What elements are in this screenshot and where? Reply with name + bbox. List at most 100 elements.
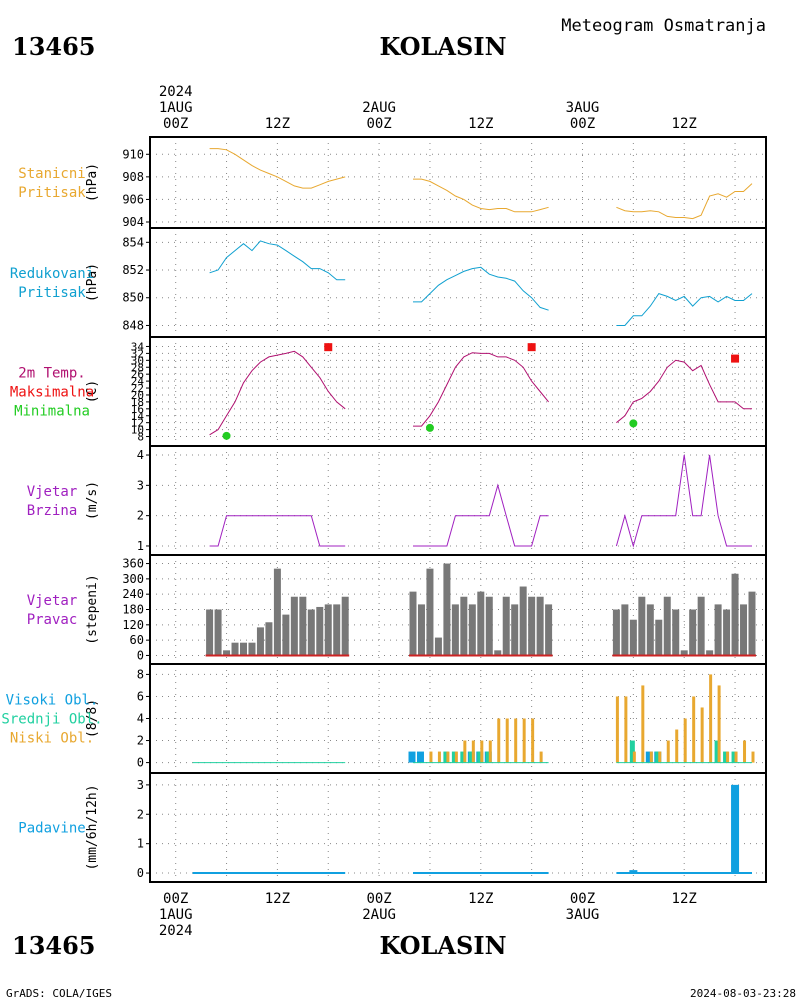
unit-label: (mm/6h/12h) bbox=[85, 784, 100, 870]
direction-bar bbox=[731, 573, 739, 656]
y-tick-label: 4 bbox=[137, 448, 144, 462]
series-line bbox=[209, 148, 346, 189]
direction-bar bbox=[511, 604, 519, 656]
cloud-bar bbox=[717, 685, 721, 763]
panel-padavine: 0 1 2 3 (mm/6h/12h)Padavine bbox=[18, 772, 767, 883]
unit-label: (8/8) bbox=[85, 699, 100, 738]
direction-bar bbox=[443, 563, 451, 656]
cloud-bar bbox=[666, 740, 670, 763]
panel-label: Stanicni bbox=[18, 166, 85, 182]
panel-frame bbox=[149, 445, 767, 556]
footer-timestamp: 2024-08-03-23:28 bbox=[690, 987, 796, 1000]
y-tick-label: 852 bbox=[122, 263, 144, 277]
panel-label: Srednji Obl. bbox=[1, 712, 102, 728]
direction-bar bbox=[680, 650, 688, 656]
direction-bar bbox=[748, 591, 756, 656]
direction-bar bbox=[689, 609, 697, 656]
cloud-bar bbox=[700, 707, 704, 763]
y-tick-label: 850 bbox=[122, 291, 144, 305]
direction-bar bbox=[477, 591, 485, 656]
series-line bbox=[615, 454, 752, 548]
y-tick-label: 34 bbox=[131, 340, 145, 353]
panel-label: Brzina bbox=[27, 503, 78, 519]
tmin-marker bbox=[425, 423, 434, 432]
unit-label: (C) bbox=[85, 380, 100, 403]
cloud-bar bbox=[408, 751, 416, 763]
y-tick-label: 32 bbox=[131, 347, 144, 360]
series-line bbox=[413, 266, 549, 311]
y-tick-label: 240 bbox=[122, 587, 144, 601]
cloud-bar bbox=[485, 751, 491, 763]
cloud-bar bbox=[692, 696, 696, 763]
panels: 904906908910(hPa)StanicniPritisak8488508… bbox=[1, 136, 767, 883]
panel-label: Redukovani bbox=[10, 266, 94, 282]
panel-label: Pritisak bbox=[18, 185, 86, 201]
y-tick-label: 1 bbox=[137, 837, 144, 851]
panel-label: Visoki Obl. bbox=[6, 693, 99, 709]
bottom-axis-label: 00Z bbox=[570, 891, 595, 907]
direction-bar bbox=[494, 650, 502, 656]
top-axis-label: 2024 bbox=[159, 84, 193, 100]
direction-bar bbox=[740, 604, 748, 656]
cloud-bar bbox=[726, 751, 730, 763]
y-tick-label: 904 bbox=[122, 215, 144, 229]
panel-vjetar_brzina: 1 2 3 4 (m/s) Vjetar Brzina bbox=[27, 445, 767, 556]
direction-bar bbox=[655, 619, 663, 656]
direction-bar bbox=[672, 609, 680, 656]
cloud-bar bbox=[731, 751, 737, 763]
bottom-axis-label: 12Z bbox=[672, 891, 697, 907]
series-line bbox=[413, 178, 549, 213]
y-tick-label: 848 bbox=[122, 318, 144, 332]
bottom-axis-label: 3AUG bbox=[566, 907, 600, 923]
direction-bar bbox=[629, 619, 637, 656]
cloud-bar bbox=[451, 751, 457, 763]
bottom-axis-label: 12Z bbox=[468, 891, 493, 907]
direction-bar bbox=[451, 604, 459, 656]
unit-label: (stepeni) bbox=[85, 574, 100, 644]
direction-bar bbox=[282, 614, 290, 656]
tmax-marker bbox=[324, 343, 333, 352]
cloud-bar bbox=[416, 751, 424, 763]
y-tick-label: 3 bbox=[137, 478, 144, 492]
direction-bar bbox=[612, 609, 620, 656]
panel-frame bbox=[149, 663, 767, 774]
direction-bar bbox=[273, 568, 281, 656]
product-title: Meteogram Osmatranja bbox=[561, 16, 766, 36]
y-tick-label: 2 bbox=[137, 807, 144, 821]
cloud-bar bbox=[714, 740, 720, 763]
y-tick-label: 2 bbox=[137, 734, 144, 748]
direction-bar bbox=[706, 650, 714, 656]
direction-bar bbox=[460, 596, 468, 656]
y-tick-label: 20 bbox=[131, 389, 144, 402]
cloud-bar bbox=[429, 751, 433, 763]
cloud-bar bbox=[675, 729, 679, 763]
series-line bbox=[616, 183, 753, 220]
panel-label: Padavine bbox=[18, 821, 85, 837]
direction-bar bbox=[697, 596, 705, 656]
series-line bbox=[413, 483, 549, 547]
cloud-bar bbox=[446, 751, 450, 763]
direction-bar bbox=[519, 586, 527, 656]
station-id-top: 13465 bbox=[12, 32, 96, 61]
top-axis-label: 00Z bbox=[366, 116, 391, 132]
cloud-bar bbox=[629, 740, 635, 763]
cloud-bar bbox=[497, 718, 501, 763]
series-line bbox=[616, 359, 752, 424]
series-line bbox=[413, 352, 549, 427]
y-tick-label: 28 bbox=[131, 361, 144, 374]
cloud-bar bbox=[624, 696, 628, 763]
cloud-bar bbox=[709, 674, 713, 763]
station-id-bottom: 13465 bbox=[12, 931, 96, 960]
tmin-marker bbox=[629, 419, 638, 428]
y-tick-label: 854 bbox=[122, 235, 144, 249]
bottom-axis-label: 2024 bbox=[159, 923, 193, 939]
bottom-axis-label: 2AUG bbox=[362, 907, 396, 923]
direction-bar bbox=[502, 596, 510, 656]
panel-label: Pravac bbox=[27, 612, 78, 628]
direction-bar bbox=[417, 604, 425, 656]
footer-source: GrADS: COLA/IGES bbox=[6, 987, 112, 1000]
direction-bar bbox=[206, 609, 214, 656]
panel-frame bbox=[149, 772, 767, 883]
